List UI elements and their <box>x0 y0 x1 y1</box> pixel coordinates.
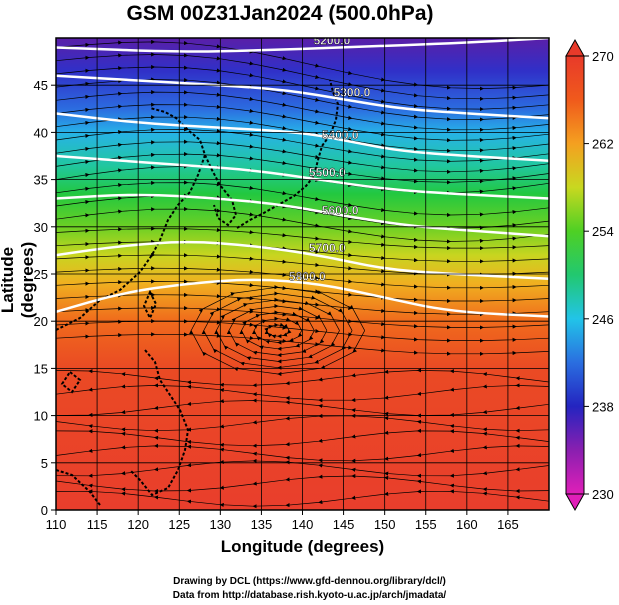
y-ticks: 0 5 10 15 20 25 30 35 40 45 <box>34 78 56 518</box>
x-tick-label: 120 <box>127 517 149 532</box>
y-tick-label: 0 <box>41 503 48 518</box>
colorbar-tick-label: 254 <box>592 224 614 239</box>
colorbar-tick-label: 238 <box>592 399 614 414</box>
contour-label: 5800.0 <box>289 269 326 283</box>
x-tick-label: 155 <box>415 517 437 532</box>
y-tick-label: 15 <box>34 361 48 376</box>
x-tick-label: 130 <box>209 517 231 532</box>
coast-korea <box>204 154 238 227</box>
coast-hainan <box>60 370 82 394</box>
height-contours: 5200.0 5300.0 5400.0 5500.0 5600.0 5700.0 5800… <box>56 33 549 318</box>
coast-taiwan <box>142 289 158 321</box>
x-tick-label: 110 <box>46 517 67 532</box>
y-tick-label: 35 <box>34 173 48 188</box>
x-ticks: 110 115 120 125 130 135 140 145 150 155 160 165 <box>46 510 519 532</box>
x-tick-label: 135 <box>251 517 273 532</box>
chart-title: GSM 00Z31Jan2024 (500.0hPa) <box>126 2 434 25</box>
grid-lines <box>56 38 549 510</box>
contour-label: 5600.0 <box>322 203 359 217</box>
data-credit: Data from http://database.rish.kyoto-u.a… <box>172 590 447 601</box>
y-tick-label: 25 <box>34 267 48 282</box>
contour-line <box>56 38 549 53</box>
x-tick-label: 145 <box>333 517 355 532</box>
x-tick-label: 125 <box>168 517 190 532</box>
drawing-credit: Drawing by DCL (https://www.gfd-dennou.o… <box>173 576 446 587</box>
colorbar: 230 238 246 254 262 270 <box>565 38 614 512</box>
x-tick-label: 115 <box>87 517 108 532</box>
x-tick-label: 140 <box>292 517 314 532</box>
contour-label: 5200.0 <box>314 33 351 47</box>
contour-label: 5500.0 <box>309 166 346 180</box>
colorbar-tick-label: 262 <box>592 137 614 152</box>
colorbar-tick-label: 270 <box>592 49 614 64</box>
y-tick-label: 5 <box>41 456 48 471</box>
coast-japan <box>236 79 340 229</box>
x-tick-label: 160 <box>456 517 478 532</box>
colorbar-bottom-cap <box>565 493 585 512</box>
contour-line <box>56 74 549 120</box>
colorbar-tick-label: 230 <box>592 487 614 502</box>
contour-label: 5400.0 <box>322 128 359 142</box>
colorbar-top-cap <box>565 38 585 57</box>
colorbar-body <box>565 55 585 495</box>
y-tick-label: 40 <box>34 125 48 140</box>
contour-line <box>56 240 549 280</box>
y-tick-label: 20 <box>34 314 48 329</box>
x-tick-label: 165 <box>497 517 519 532</box>
colorbar-tick-label: 246 <box>592 312 614 327</box>
x-axis-label: Longitude (degrees) <box>220 537 385 556</box>
y-tick-label: 10 <box>34 409 48 424</box>
contour-label: 5300.0 <box>334 85 371 99</box>
contour-line <box>56 154 549 200</box>
contour-line <box>56 278 549 318</box>
y-tick-label: 30 <box>34 220 48 235</box>
coast-philippines <box>129 349 190 497</box>
contour-label: 5700.0 <box>309 241 346 255</box>
contour-line <box>56 193 549 238</box>
y-tick-label: 45 <box>34 78 48 93</box>
x-tick-label: 150 <box>374 517 396 532</box>
